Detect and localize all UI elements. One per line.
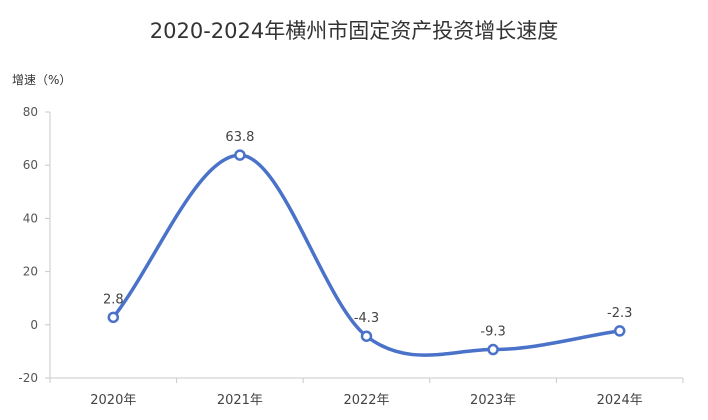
y-axis-label: 增速（%） xyxy=(12,73,71,87)
data-label: -4.3 xyxy=(354,311,379,326)
data-point xyxy=(613,325,626,337)
x-tick-label: 2024年 xyxy=(597,393,643,408)
data-point xyxy=(487,343,499,356)
y-tick-label: 60 xyxy=(23,158,38,172)
data-label: -9.3 xyxy=(480,325,505,340)
chart-title: 2020-2024年横州市固定资产投资增长速度 xyxy=(150,19,558,43)
y-tick-label: 80 xyxy=(23,105,38,119)
series-line xyxy=(111,153,620,357)
data-label: 63.8 xyxy=(225,130,254,145)
data-label: 2.8 xyxy=(103,292,124,307)
x-tick-labels: 2020年 2021年 2022年 2023年 2024年 xyxy=(90,393,642,408)
y-tick-label: 0 xyxy=(30,318,38,332)
data-point xyxy=(234,149,246,161)
x-tick-label: 2022年 xyxy=(343,393,389,408)
data-points xyxy=(107,149,626,356)
y-tick-label: 40 xyxy=(23,211,38,225)
x-tick-label: 2021年 xyxy=(217,393,263,408)
x-tick-label: 2020年 xyxy=(90,393,136,408)
y-tick-label: -20 xyxy=(18,371,38,385)
data-labels: 2.8 63.8 -4.3 -9.3 -2.3 xyxy=(103,130,632,339)
x-tick-label: 2023年 xyxy=(470,393,516,408)
y-tick-labels: 80 60 40 20 0 -20 xyxy=(18,105,38,385)
data-label: -2.3 xyxy=(607,306,632,321)
data-point xyxy=(107,311,120,324)
axes xyxy=(45,111,684,383)
series-path xyxy=(111,153,620,357)
data-point xyxy=(360,330,373,342)
y-tick-label: 20 xyxy=(23,265,38,279)
